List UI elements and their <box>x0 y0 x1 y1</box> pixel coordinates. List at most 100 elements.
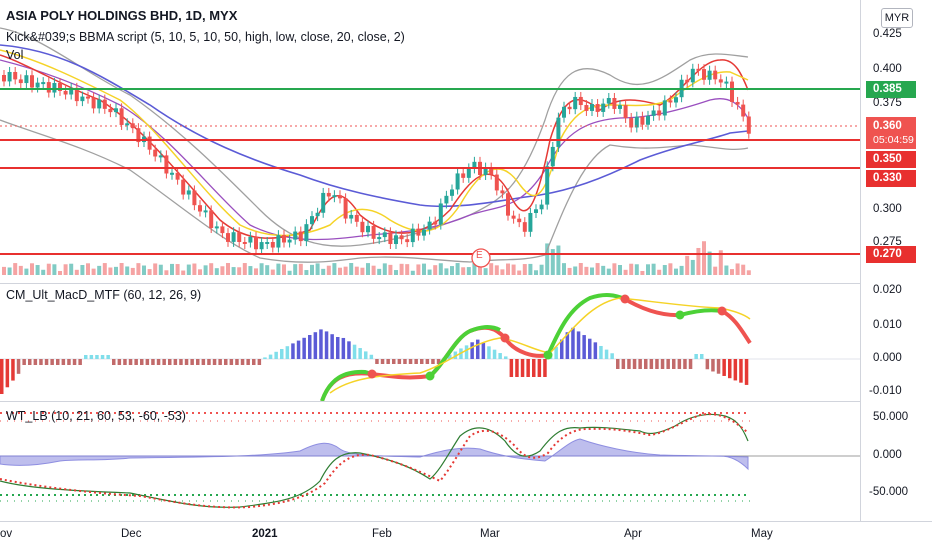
volume-bar <box>153 263 158 275</box>
macd-histogram-bar <box>733 359 738 381</box>
candle-body <box>461 173 466 178</box>
macd-histogram-bar <box>319 329 323 359</box>
candle-body <box>304 224 309 242</box>
macd-title[interactable]: CM_Ult_MacD_MTF (60, 12, 26, 9) <box>6 288 202 302</box>
pane-separator[interactable] <box>0 283 860 284</box>
candle-body <box>612 97 617 109</box>
macd-histogram-bar <box>431 359 435 364</box>
volume-bar <box>315 263 320 275</box>
wavetrend-title[interactable]: WT_LB (10, 21, 60, 53, -60, -53) <box>6 409 186 423</box>
candle-body <box>718 79 723 83</box>
currency-button[interactable]: MYR <box>881 8 913 28</box>
candle-body <box>226 233 230 242</box>
candle-body <box>170 172 174 175</box>
candle-body <box>136 128 141 143</box>
macd-histogram-bar <box>336 337 340 359</box>
volume-bar <box>332 263 337 275</box>
macd-pane[interactable]: CM_Ult_MacD_MTF (60, 12, 26, 9) 0.020 0.… <box>0 283 932 401</box>
volume-bar <box>293 264 298 275</box>
pane-separator[interactable] <box>0 401 860 402</box>
macd-histogram-bar <box>576 331 581 359</box>
macd-chart-canvas[interactable] <box>0 283 932 401</box>
macd-histogram-bar <box>78 359 82 365</box>
volume-bar <box>427 269 432 275</box>
macd-histogram-bar <box>700 354 704 359</box>
candle-body <box>209 210 214 229</box>
volume-bar <box>578 263 583 275</box>
volume-bar <box>567 267 572 275</box>
bbma-indicator-label[interactable]: Kick&#039;s BBMA script (5, 10, 5, 10, 5… <box>6 30 405 44</box>
volume-bar <box>640 270 645 275</box>
volume-bar <box>545 243 550 275</box>
volume-bar <box>321 268 326 275</box>
candle-body <box>410 228 415 243</box>
macd-histogram-bar <box>453 351 458 359</box>
volume-bar <box>298 263 303 275</box>
macd-histogram-bar <box>504 356 508 359</box>
candle-body <box>130 123 135 129</box>
volume-bar <box>416 264 421 275</box>
candle-body <box>102 99 107 109</box>
price-chart-canvas[interactable] <box>0 0 932 283</box>
price-axis-border[interactable] <box>860 0 861 521</box>
volume-bar <box>506 263 510 275</box>
volume-bar <box>142 265 146 275</box>
macd-histogram-bar <box>582 335 586 359</box>
candle-body <box>573 96 578 110</box>
candle-body <box>198 205 202 212</box>
macd-histogram-bar <box>134 359 138 365</box>
macd-histogram-bar <box>84 355 88 359</box>
candle-body <box>52 82 57 93</box>
volume-bar <box>360 267 365 275</box>
volume-bar <box>287 270 292 275</box>
macd-histogram-bar <box>11 359 15 381</box>
candle-body <box>7 71 12 82</box>
candle-body <box>74 87 79 102</box>
macd-histogram-bar <box>324 331 329 359</box>
volume-bar <box>410 270 415 275</box>
volume-bar <box>394 270 398 275</box>
volume-bar <box>466 267 471 275</box>
macd-histogram-bar <box>0 359 4 394</box>
volume-bar <box>590 267 594 275</box>
x-tick: Apr <box>624 528 642 540</box>
wavetrend-pane[interactable]: WT_LB (10, 21, 60, 53, -60, -53) 50.000 … <box>0 401 932 521</box>
macd-histogram-bar <box>711 359 715 372</box>
volume-bar <box>399 263 404 275</box>
volume-bar <box>713 266 718 275</box>
macd-histogram-bar <box>481 342 486 359</box>
macd-histogram-bar <box>728 359 732 379</box>
volume-bar <box>674 268 678 275</box>
volume-bar <box>539 264 544 275</box>
wavetrend-chart-canvas[interactable] <box>0 401 932 521</box>
volume-label[interactable]: Vol <box>6 48 24 62</box>
candle-body <box>500 190 505 194</box>
macd-histogram-bar <box>168 359 172 365</box>
macd-histogram-bar <box>560 339 564 359</box>
volume-bar <box>209 263 214 275</box>
macd-histogram-bar <box>705 359 710 370</box>
volume-bar <box>707 251 712 275</box>
macd-histogram-bar <box>588 338 592 359</box>
volume-bar <box>18 265 23 275</box>
last-price: 0.360 <box>873 120 902 132</box>
y-tick: 0.000 <box>873 352 902 364</box>
earnings-marker[interactable] <box>471 248 491 268</box>
volume-bar <box>147 269 152 275</box>
candle-body <box>220 226 225 234</box>
macd-histogram-bar <box>448 354 452 359</box>
volume-bar <box>175 264 180 275</box>
candle-body <box>69 87 74 95</box>
volume-bar <box>270 269 275 275</box>
volume-bar <box>528 263 533 275</box>
candle-body <box>405 239 410 243</box>
candle-body <box>489 167 494 175</box>
volume-bar <box>668 263 673 275</box>
volume-bar <box>74 269 79 275</box>
candle-body <box>349 214 354 219</box>
candle-body <box>556 117 561 147</box>
macd-histogram-bar <box>375 359 379 364</box>
candle-body <box>634 116 639 128</box>
price-pane[interactable]: ASIA POLY HOLDINGS BHD, 1D, MYX Kick&#03… <box>0 0 932 283</box>
candle-body <box>343 198 348 219</box>
